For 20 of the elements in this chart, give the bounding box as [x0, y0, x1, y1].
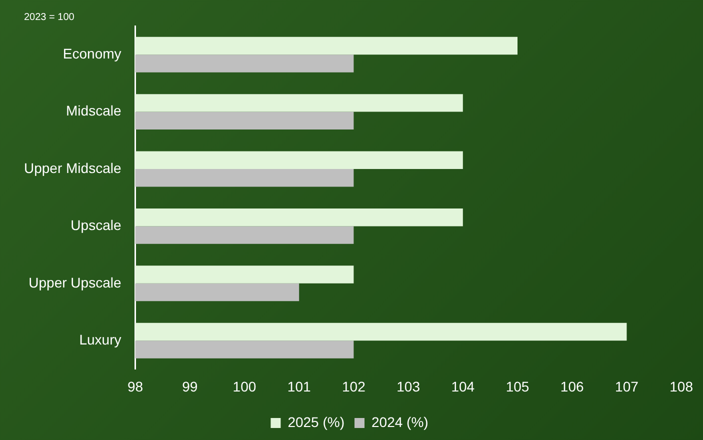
x-tick-label: 106	[560, 378, 584, 394]
legend-label: 2024 (%)	[372, 414, 428, 430]
x-tick-label: 98	[127, 378, 144, 394]
x-tick-label: 108	[670, 378, 694, 394]
y-tick-label: Luxury	[79, 331, 122, 348]
x-tick-label: 101	[287, 378, 311, 394]
y-tick-label: Economy	[62, 45, 122, 62]
y-tick-label: Upper Midscale	[24, 160, 122, 176]
y-tick-label: Upscale	[70, 217, 122, 234]
y-tick-label: Upper Upscale	[28, 274, 122, 290]
x-tick-label: 104	[451, 378, 475, 394]
x-tick-label: 107	[615, 378, 639, 394]
x-tick-label: 103	[396, 378, 420, 394]
x-tick-label: 99	[182, 378, 198, 394]
text: 2023 = 100	[24, 12, 75, 23]
y-tick-label: Midscale	[66, 102, 122, 119]
x-tick-label: 105	[506, 378, 530, 394]
x-tick-label: 102	[342, 378, 366, 394]
legend-label: 2025 (%)	[288, 414, 345, 430]
x-tick-label: 100	[232, 378, 256, 394]
